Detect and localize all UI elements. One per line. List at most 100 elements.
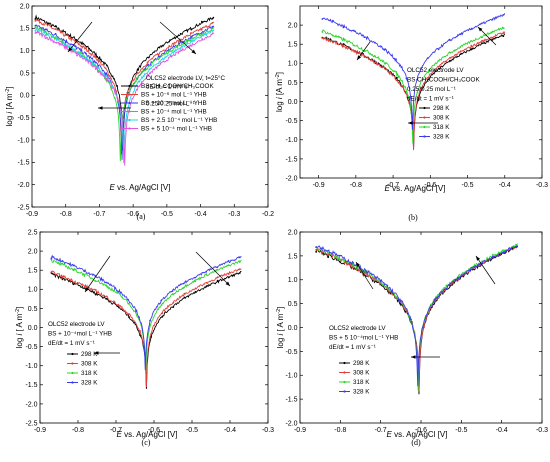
series-point [127, 298, 129, 301]
panel-label: (b) [408, 213, 418, 222]
series-line-6 [35, 30, 215, 166]
series-point [171, 290, 174, 292]
annotation-text: BS CH₃COOH/CH₃COOK [407, 77, 480, 84]
series-line-4 [50, 254, 242, 370]
x-tick-label: -0.9 [34, 427, 46, 434]
series-point [194, 276, 196, 279]
series-point [433, 298, 436, 301]
legend-label: BS + 10⁻⁶ mol L⁻¹ YHB [141, 92, 207, 99]
legend-label: 328 K [81, 380, 98, 387]
trend-arrow-head [478, 27, 483, 32]
x-tick-label: -0.5 [455, 427, 467, 434]
x-tick-label: -0.6 [424, 182, 436, 189]
series-point [137, 80, 140, 83]
series-point [342, 44, 345, 47]
series-point [194, 287, 197, 290]
y-tick-label: 0.5 [288, 80, 298, 87]
series-point [211, 27, 214, 30]
series-point [384, 62, 387, 65]
series-point [386, 284, 389, 287]
series-point [190, 40, 193, 42]
series-point [352, 29, 355, 32]
trend-arrow-head [85, 287, 90, 292]
y-tick-label: 2.0 [20, 3, 30, 10]
legend-marker [128, 101, 131, 105]
series-point [61, 278, 64, 281]
series-point [339, 261, 342, 263]
y-axis-label: log i [ A m-2] [276, 307, 285, 349]
series-line-1 [51, 270, 242, 389]
legend-label: BS CH₃COOH/CH₃COOK [141, 83, 214, 90]
x-tick-label: -0.9 [294, 427, 306, 434]
series-point [85, 45, 88, 48]
annotation-text: 0.25/0.25 mol L⁻¹ [407, 86, 456, 93]
y-tick-label: -2.0 [285, 420, 297, 427]
series-point [445, 287, 448, 290]
legend-label: 318 K [433, 124, 450, 131]
series-point [398, 299, 401, 302]
series-point [327, 252, 329, 255]
trend-arrow-head [191, 49, 196, 54]
annotation-text: OLC52 electrode LV [48, 321, 105, 328]
series-point [167, 50, 170, 53]
series-point [180, 46, 182, 49]
series-point [374, 61, 377, 64]
series-point [470, 28, 472, 31]
series-point [44, 34, 47, 37]
series-point [227, 276, 230, 279]
legend-label: BS + 10⁻⁵ mol L⁻¹ YHB [141, 100, 207, 107]
series-point [158, 46, 161, 49]
series-point [384, 48, 387, 51]
series-point [34, 18, 37, 20]
series-point [117, 100, 120, 102]
series-point [54, 28, 57, 30]
annotation-text: BS + 10⁻⁴mol L⁻¹ YHB [48, 331, 112, 338]
series-point [183, 286, 185, 289]
series-point [113, 97, 116, 99]
series-point [321, 18, 324, 20]
series-point [211, 25, 214, 28]
x-axis-label: E vs. Ag/AgCl [V] [387, 430, 448, 439]
series-point [105, 295, 108, 298]
series-point [105, 72, 108, 75]
plot-area [315, 243, 519, 395]
series-point [169, 55, 172, 57]
series-point [44, 31, 47, 33]
series-point [138, 316, 140, 318]
y-tick-label: 0.5 [288, 301, 298, 308]
series-point [374, 55, 377, 58]
x-tick-label: -0.8 [72, 427, 84, 434]
series-point [216, 276, 219, 279]
y-tick-label: -0.5 [285, 118, 297, 125]
series-point [147, 63, 150, 66]
series-point [54, 25, 57, 27]
annotation-text: OLC52 electrode LV [407, 67, 464, 74]
series-point [138, 85, 141, 87]
series-point [459, 50, 462, 53]
legend-marker [71, 371, 74, 375]
series-point [459, 33, 462, 35]
series-point [331, 34, 334, 37]
series-point [216, 266, 219, 269]
series-point [385, 68, 388, 71]
series-point [34, 24, 37, 27]
y-tick-label: -1.0 [285, 137, 297, 144]
series-point [84, 47, 87, 50]
series-point [491, 253, 494, 256]
series-point [502, 35, 505, 38]
legend-label: 308 K [353, 370, 370, 377]
series-point [405, 77, 408, 80]
series-point [353, 44, 355, 47]
plot-area [321, 13, 506, 151]
legend-marker [423, 106, 426, 110]
plot-area [50, 254, 242, 389]
chart-panel-a: -0.9 -0.8 -0.7 -0.6 -0.5 -0.4 -0.3 -0.2 -2.5 -2.0… [5, 3, 274, 221]
series-point [459, 53, 462, 56]
x-tick-label: -0.7 [110, 427, 122, 434]
y-tick-label: -1.0 [285, 373, 297, 380]
series-point [438, 65, 441, 68]
series-point [426, 57, 429, 60]
x-tick-label: -0.6 [127, 211, 139, 218]
series-point [491, 30, 494, 33]
legend-marker [128, 84, 131, 88]
